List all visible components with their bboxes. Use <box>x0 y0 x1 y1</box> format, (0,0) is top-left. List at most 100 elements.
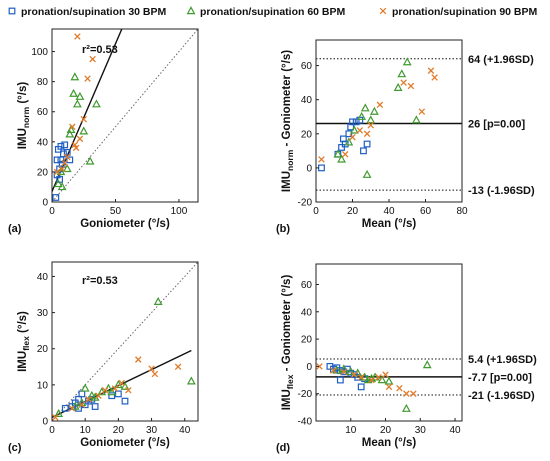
point-cross-stroke <box>367 122 375 129</box>
y-tick-label: 40 <box>301 307 313 318</box>
point-cross <box>80 116 87 123</box>
point-cross <box>61 159 68 167</box>
y-tick-label: 0 <box>42 417 48 428</box>
point-square <box>52 194 60 201</box>
point-square <box>57 156 65 164</box>
y-axis-label-tail: (°/s) <box>17 82 29 107</box>
point-triangle <box>80 383 90 392</box>
reference-line-label: -13 (-1.96SD) <box>468 185 535 197</box>
x-tick-label: 20 <box>113 425 125 436</box>
legend-label: pronation/supination 30 BPM <box>21 6 167 18</box>
y-axis-label: IMUflex (°/s) <box>17 311 31 372</box>
x-tick-label: 40 <box>383 206 395 217</box>
point-triangle <box>54 408 64 417</box>
point-triangle <box>337 154 346 163</box>
point-triangle <box>357 111 367 120</box>
plot-content <box>316 57 462 191</box>
point-triangle <box>69 88 78 97</box>
point-cross-stroke <box>118 379 125 387</box>
point-cross <box>357 374 365 381</box>
point-cross <box>367 122 375 129</box>
point-cross <box>74 33 81 40</box>
point-cross-stroke <box>407 82 415 90</box>
legend: pronation/supination 30 BPM pronation/sup… <box>8 6 538 18</box>
point-cross-stroke <box>53 168 61 176</box>
point-cross <box>135 356 142 363</box>
point-cross-stroke <box>95 392 102 399</box>
point-cross <box>379 7 387 15</box>
series-cross <box>53 33 96 176</box>
point-cross <box>148 365 155 372</box>
y-tick-label: 30 <box>37 308 49 319</box>
x-tick-label: 0 <box>49 206 55 217</box>
point-square <box>360 147 367 155</box>
point-square <box>108 392 116 400</box>
point-cross <box>382 371 389 378</box>
point-cross-stroke <box>396 384 403 392</box>
point-cross-stroke <box>63 153 71 161</box>
point-square <box>57 142 65 150</box>
r-squared-annotation: r²=0.53 <box>82 275 118 287</box>
series-cross <box>316 363 417 397</box>
x-tick-label: 40 <box>449 425 461 436</box>
point-square <box>341 140 349 148</box>
y-tick-label: 40 <box>37 272 49 283</box>
point-triangle <box>75 91 85 100</box>
point-cross-stroke <box>350 371 358 378</box>
point-cross-stroke <box>125 387 132 394</box>
point-cross <box>427 67 435 74</box>
point-square <box>336 376 344 384</box>
point-triangle <box>360 372 370 381</box>
point-cross-stroke <box>174 363 182 371</box>
x-axis-label: Mean (°/s) <box>362 437 417 449</box>
point-triangle <box>384 376 394 385</box>
point-square <box>121 397 129 405</box>
point-cross <box>410 390 417 397</box>
point-cross-stroke <box>52 414 59 421</box>
y-tick-label: 20 <box>37 167 49 178</box>
y-tick-label: 0 <box>42 198 48 209</box>
y-axis-label-main: IMU <box>17 128 29 149</box>
point-cross <box>53 168 61 176</box>
x-axis-label: Goniometer (°/s) <box>80 437 170 449</box>
point-cross <box>95 392 102 399</box>
point-cross-stroke <box>349 133 356 141</box>
plot-area <box>315 39 463 203</box>
y-axis-label: IMUnorm (°/s) <box>17 82 31 150</box>
point-square <box>91 403 99 410</box>
legend-label: pronation/supination 90 BPM <box>392 6 538 18</box>
y-axis-label-main: IMU <box>281 171 293 192</box>
point-cross <box>84 75 91 82</box>
y-axis-label-main: IMU <box>17 351 29 372</box>
point-triangle <box>87 390 97 399</box>
x-tick-label: 30 <box>146 425 158 436</box>
point-cross <box>78 401 86 408</box>
point-triangle <box>186 376 196 385</box>
point-triangle <box>402 57 412 66</box>
point-cross <box>69 123 76 131</box>
point-square <box>58 160 66 168</box>
series-cross <box>52 356 182 421</box>
point-cross-stroke <box>85 396 92 403</box>
panel-label: (b) <box>276 223 290 235</box>
point-triangle <box>346 367 356 376</box>
point-cross-stroke <box>135 356 142 363</box>
point-triangle <box>120 381 130 390</box>
y-tick-label: 80 <box>37 77 49 88</box>
point-cross <box>174 363 182 371</box>
point-square <box>114 390 122 398</box>
point-cross <box>396 384 403 392</box>
x-axis-label: Goniometer (°/s) <box>80 218 170 230</box>
point-cross-stroke <box>148 365 155 372</box>
x-tick-label: 50 <box>110 206 122 217</box>
point-cross-stroke <box>74 33 81 40</box>
point-triangle <box>72 99 82 108</box>
point-triangle <box>401 403 411 412</box>
point-cross-stroke <box>69 123 76 131</box>
point-cross <box>349 133 356 141</box>
point-triangle <box>422 360 432 369</box>
point-triangle <box>397 69 407 78</box>
y-axis-label-main: IMU <box>281 389 293 410</box>
point-cross-stroke <box>340 368 348 376</box>
